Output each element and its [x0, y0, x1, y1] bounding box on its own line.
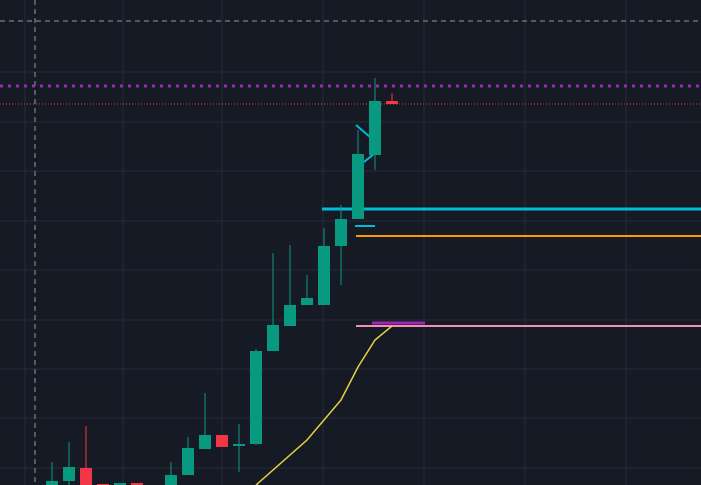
- candle-body: [352, 154, 364, 219]
- candle-body: [284, 305, 296, 326]
- candle-body: [199, 435, 211, 449]
- candle-body: [318, 246, 330, 305]
- candle-body: [131, 483, 143, 485]
- candle-body: [386, 101, 398, 104]
- candle-body: [114, 483, 126, 485]
- candle-body: [250, 351, 262, 444]
- candle-body: [182, 448, 194, 475]
- moving-average: [255, 325, 393, 485]
- candle-body: [80, 468, 92, 485]
- candle-body: [369, 101, 381, 155]
- candle-body: [233, 444, 245, 446]
- candle-body: [63, 467, 75, 481]
- candle-body: [216, 435, 228, 447]
- drawing-line: [355, 124, 371, 138]
- candle-body: [46, 481, 58, 485]
- candle-body: [267, 325, 279, 351]
- candle-body: [301, 298, 313, 305]
- candle-body: [335, 219, 347, 246]
- candle-body: [165, 475, 177, 485]
